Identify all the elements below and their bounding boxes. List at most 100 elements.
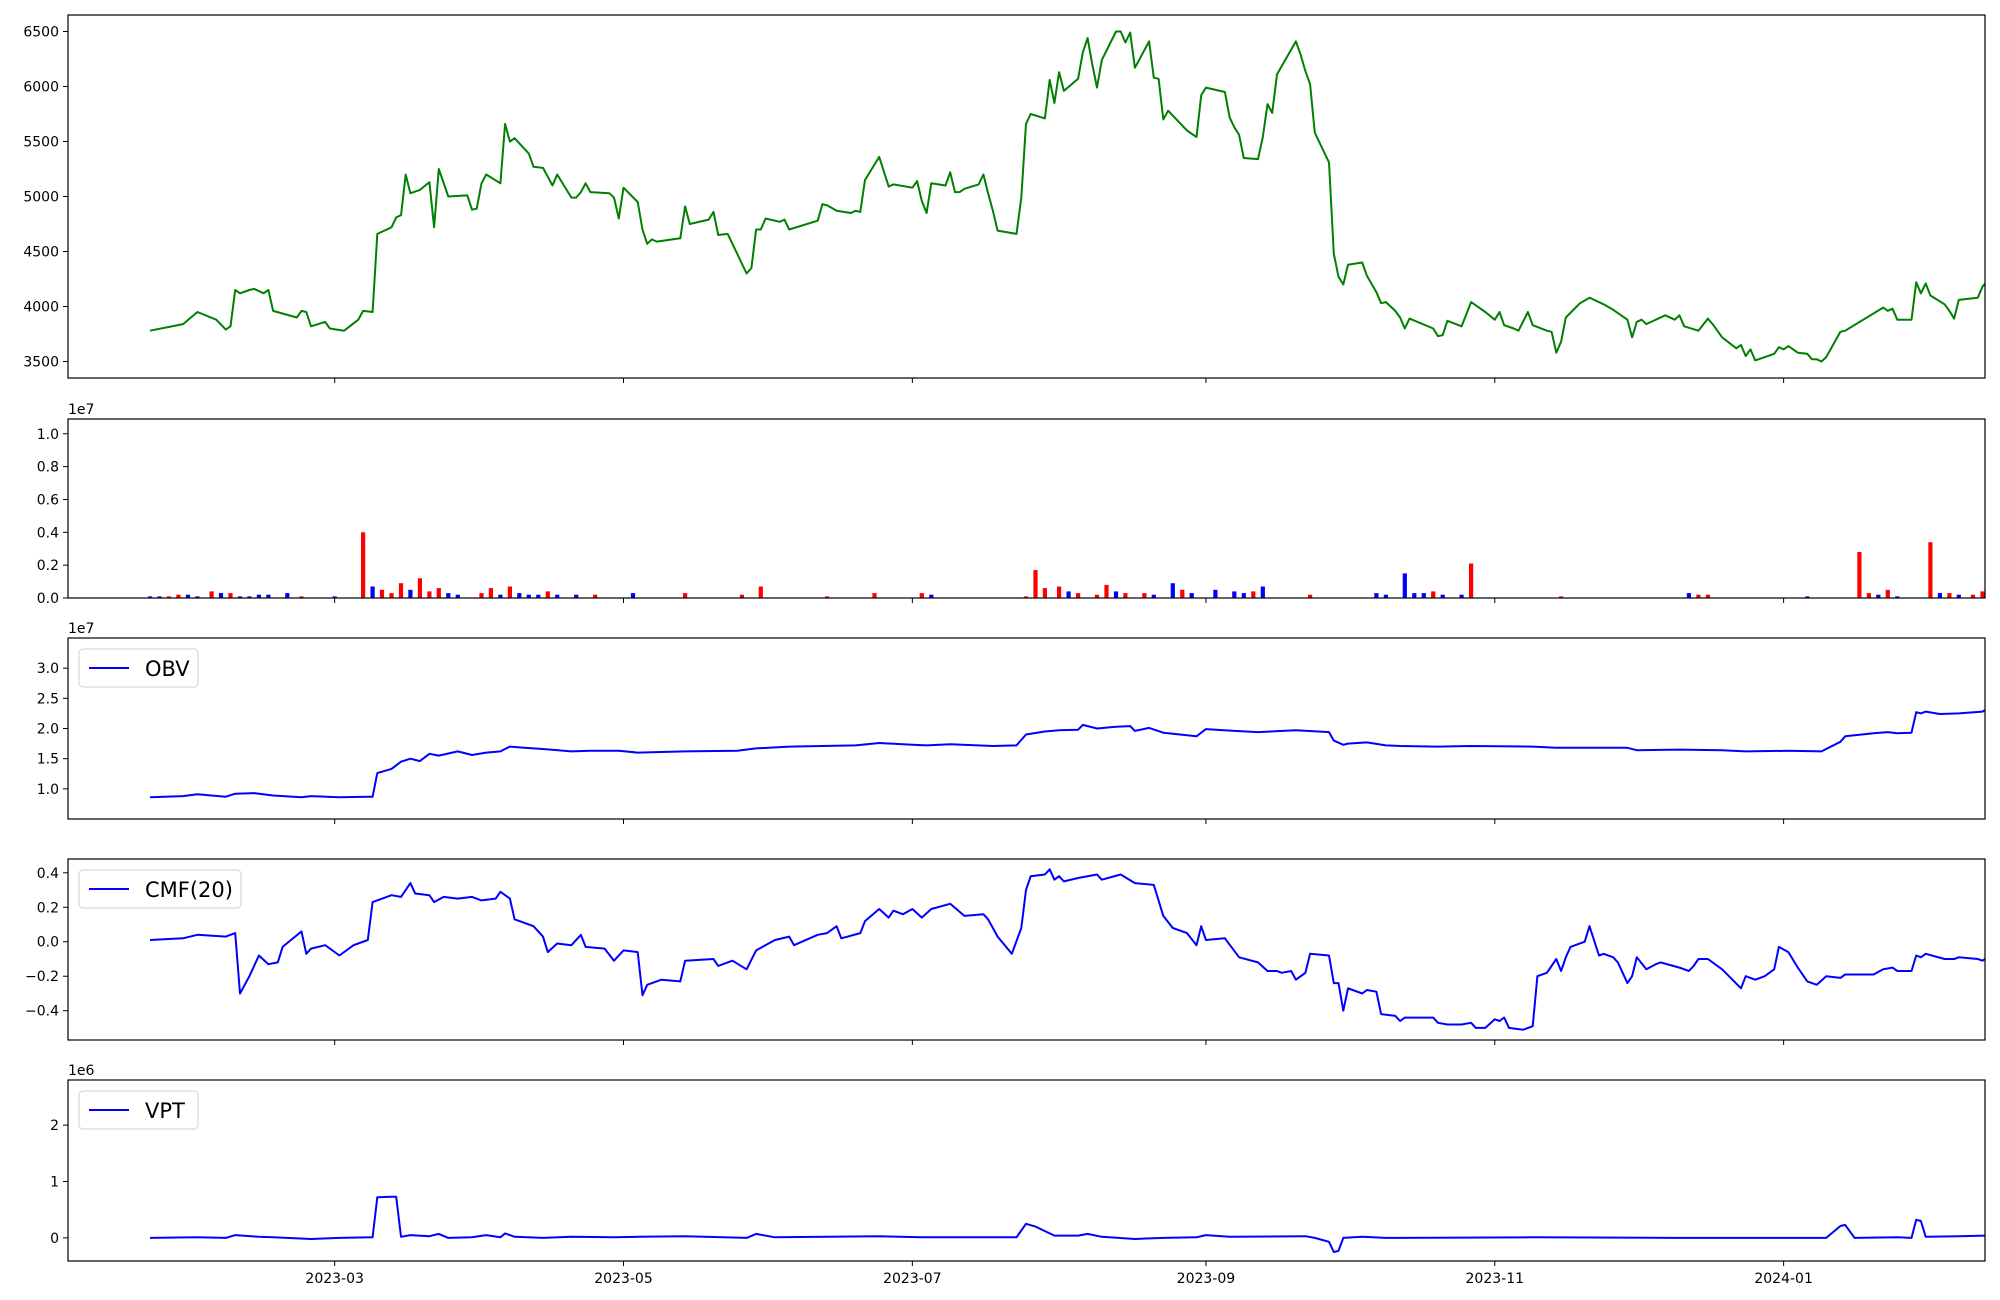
volume-bar <box>825 596 830 598</box>
volume-bar <box>389 593 394 598</box>
volume-bar <box>1980 591 1985 598</box>
y-tick-label: 1.0 <box>37 782 59 798</box>
y-tick-label: 0.8 <box>37 460 59 476</box>
volume-bar <box>446 593 451 598</box>
volume-bar <box>1866 593 1871 598</box>
volume-bar <box>1123 593 1128 598</box>
volume-bar <box>1459 594 1464 598</box>
volume-bar <box>1189 593 1194 598</box>
volume-bar <box>1402 573 1407 598</box>
volume-bar <box>436 588 441 598</box>
volume-bar <box>285 593 290 598</box>
axes-frame <box>67 637 1986 820</box>
y-tick-label: 0 <box>50 1231 59 1247</box>
volume-bar <box>1383 594 1388 598</box>
legend-box <box>78 648 199 688</box>
legend-box <box>78 1090 199 1130</box>
volume-bar <box>1057 586 1062 598</box>
y-tick-label: 4000 <box>23 300 59 316</box>
volume-bar <box>1705 594 1710 598</box>
y-tick-label: 3500 <box>23 355 59 371</box>
legend-label: VPT <box>145 1099 185 1123</box>
legend-label: OBV <box>145 657 190 681</box>
axis-offset-label: 1e6 <box>68 1063 95 1079</box>
volume-bar <box>1937 593 1942 598</box>
volume-bar <box>1232 591 1237 598</box>
volume-bar <box>228 593 233 598</box>
volume-bar <box>1696 594 1701 598</box>
volume-bar <box>1113 591 1119 598</box>
plot-area <box>149 30 1985 363</box>
panel-cmf-20-: −0.4 −0.2 0.0 0.2 0.4 CMF(20) <box>25 858 1986 1045</box>
volume-bar <box>195 596 200 598</box>
volume-bar <box>1094 594 1100 598</box>
y-tick-label: 6000 <box>23 80 59 96</box>
volume-bar <box>479 593 484 598</box>
volume-bar <box>536 594 541 598</box>
y-tick-label: 5000 <box>23 190 59 206</box>
volume-bar <box>157 596 162 598</box>
volume-bar <box>1895 596 1900 598</box>
y-tick-label: 0.6 <box>37 492 59 508</box>
volume-bar <box>574 594 579 598</box>
x-tick-label: 2024-01 <box>1754 1271 1813 1287</box>
axes-frame <box>67 858 1986 1041</box>
volume-bar <box>176 594 181 598</box>
volume-bar <box>683 593 688 598</box>
volume-bar <box>555 594 560 598</box>
y-tick-label: 2.0 <box>37 722 59 738</box>
y-tick-label: 1 <box>50 1174 59 1190</box>
volume-bar <box>929 594 934 598</box>
series-line-price <box>149 30 1985 363</box>
volume-bar <box>1033 570 1038 598</box>
volume-bar <box>361 532 366 598</box>
y-tick-label: 1.0 <box>37 427 59 443</box>
x-tick-label: 2023-09 <box>1177 1271 1236 1287</box>
volume-bar <box>166 596 171 598</box>
volume-bar <box>1170 583 1175 598</box>
volume-bar <box>147 596 153 598</box>
y-tick-label: 2.5 <box>37 691 59 707</box>
plot-area <box>149 868 1985 1031</box>
x-tick-label: 2023-07 <box>883 1271 942 1287</box>
volume-bar <box>185 594 190 598</box>
volume-bar <box>1928 542 1933 598</box>
volume-bar <box>218 593 224 598</box>
legend-box <box>78 869 242 909</box>
axes-frame <box>67 14 1986 379</box>
volume-bar <box>739 594 744 598</box>
volume-bar <box>427 591 432 598</box>
volume-bar <box>758 586 763 598</box>
y-tick-label: 4500 <box>23 245 59 261</box>
axes-frame <box>67 1079 1986 1262</box>
volume-bar <box>517 593 522 598</box>
panel-obv: 1.0 1.5 2.0 2.5 3.0 1e7 OBV <box>37 621 1986 824</box>
volume-bar <box>1251 591 1256 598</box>
volume-bar <box>1970 594 1976 598</box>
volume-bar <box>237 596 243 598</box>
y-tick-label: 1.5 <box>37 752 59 768</box>
volume-bar <box>370 586 375 598</box>
volume-bar <box>1142 593 1147 598</box>
volume-bar <box>398 583 404 598</box>
x-tick-label: 2023-11 <box>1466 1271 1525 1287</box>
volume-bar <box>1956 594 1961 598</box>
volume-bar <box>593 594 598 598</box>
volume-bar <box>247 596 252 598</box>
volume-bar <box>1686 593 1691 598</box>
volume-bar <box>498 594 503 598</box>
volume-bar <box>545 591 550 598</box>
volume-bar <box>417 578 422 598</box>
plot-area <box>149 1195 1985 1253</box>
y-tick-label: 2 <box>50 1118 59 1134</box>
axis-offset-label: 1e7 <box>68 402 94 418</box>
axis-offset-label: 1e7 <box>68 621 94 637</box>
axes-frame <box>67 418 1986 599</box>
volume-bar <box>1885 589 1890 598</box>
volume-bar <box>1042 588 1047 598</box>
volume-bar <box>1213 589 1218 598</box>
volume-bar <box>1857 552 1862 598</box>
y-tick-label: 0.4 <box>37 525 59 541</box>
volume-bar <box>1947 593 1952 598</box>
